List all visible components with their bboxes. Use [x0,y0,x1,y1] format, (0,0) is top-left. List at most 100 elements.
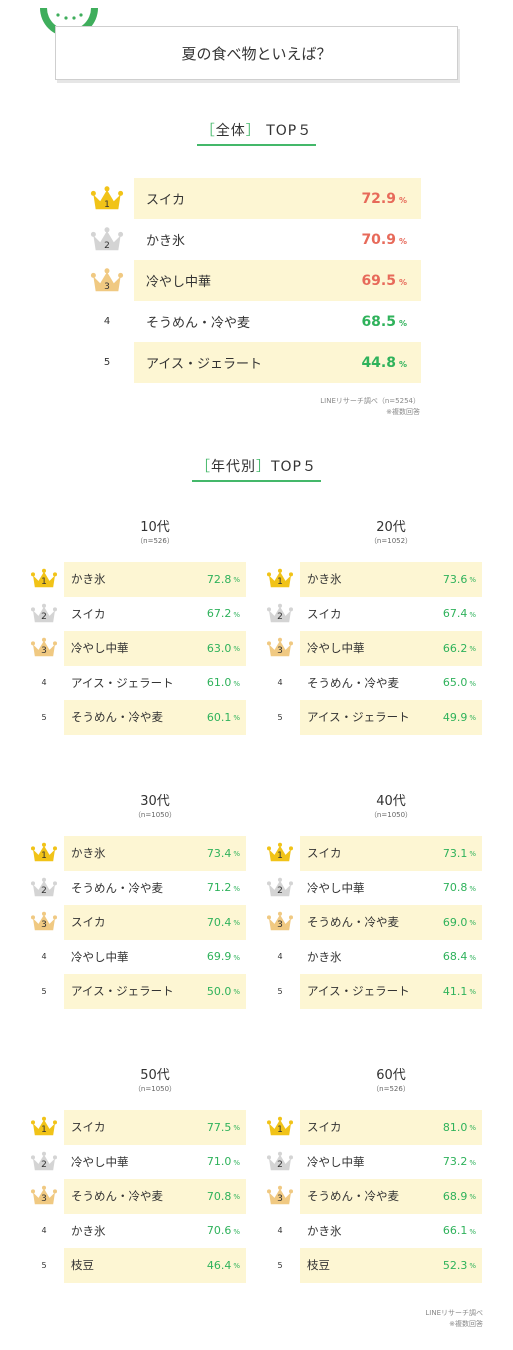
age-group-card: 40代 （n=1050） 1 スイカ 73.1% 2 冷やし中華 70.8% 3 そうめん・冷や麦… [262,790,482,1009]
rank-number: 1 [41,851,47,862]
rank-cell: 1 [262,836,298,871]
rank-number: 4 [103,316,111,327]
rank-cell: 3 [26,631,62,666]
item-percent: 41.1% [442,984,476,998]
rank-number: 2 [277,1159,283,1170]
ranking-row: 4 かき氷 66.1% [262,1214,482,1249]
ranking-row: 4 そうめん・冷や麦 65.0% [262,666,482,701]
ranking-row: 5 アイス・ジェラート 41.1% [262,974,482,1009]
rank-cell: 5 [26,974,62,1009]
rank-cell: 3 [262,1179,298,1214]
rank-cell: 1 [262,1110,298,1145]
item-percent: 70.8% [442,881,476,895]
item-cell: 冷やし中華 71.0% [64,1145,246,1180]
rank-number: 4 [277,952,283,962]
age-group-sample: （n=526） [136,537,174,545]
age-group-title: 30代 [140,794,170,809]
age-group-card: 30代 （n=1050） 1 かき氷 73.4% 2 そうめん・冷や麦 71.2% 3 スイカ 70… [26,790,246,1009]
ranking-row: 1 スイカ 73.1% [262,836,482,871]
item-name: そうめん・冷や麦 [307,1189,399,1204]
gold-crown-icon: 1 [30,568,58,590]
item-name: かき氷 [307,1223,342,1238]
rank-cell: 5 [26,700,62,735]
item-cell: スイカ 77.5% [64,1110,246,1145]
overall-ranking: 1 スイカ 72.9% 2 かき氷 70.9% 3 冷やし中華 69.5% 4 そうめん・冷や麦 68… [82,178,422,383]
silver-crown-icon: 2 [30,877,58,899]
item-percent: 46.4% [206,1258,240,1272]
item-cell: アイス・ジェラート 50.0% [64,974,246,1009]
ranking-row: 5 そうめん・冷や麦 60.1% [26,700,246,735]
item-name: スイカ [71,1120,106,1135]
item-cell: スイカ 81.0% [300,1110,482,1145]
item-percent: 60.1% [206,710,240,724]
gold-crown-icon: 1 [266,842,294,864]
rank-number: 3 [277,646,283,657]
item-percent: 68.5% [361,313,407,330]
ranking-row: 3 冷やし中華 63.0% [26,631,246,666]
item-percent: 67.4% [442,607,476,621]
ranking-row: 2 スイカ 67.4% [262,597,482,632]
item-cell: そうめん・冷や麦 68.5% [134,301,421,342]
item-percent: 63.0% [206,641,240,655]
age-group-sample: （n=1050） [133,811,177,819]
bronze-crown-icon: 3 [266,637,294,659]
item-cell: そうめん・冷や麦 71.2% [64,871,246,906]
item-percent: 73.1% [442,846,476,860]
item-cell: かき氷 73.4% [64,836,246,871]
ranking-row: 4 かき氷 68.4% [262,940,482,975]
item-name: そうめん・冷や麦 [307,915,399,930]
item-percent: 68.9% [442,1189,476,1203]
item-cell: スイカ 72.9% [134,178,421,219]
rank-number: 1 [41,1125,47,1136]
item-cell: 冷やし中華 69.9% [64,940,246,975]
rank-cell: 4 [262,666,298,701]
item-name: スイカ [307,1120,342,1135]
age-group-sample: （n=1052） [369,537,413,545]
ranking-row: 1 スイカ 72.9% [82,178,422,219]
gold-crown-icon: 1 [266,568,294,590]
item-name: スイカ [307,846,342,861]
item-cell: かき氷 70.6% [64,1214,246,1249]
ranking-row: 2 冷やし中華 70.8% [262,871,482,906]
rank-cell: 3 [262,905,298,940]
item-cell: 枝豆 46.4% [64,1248,246,1283]
rank-number: 3 [104,281,110,292]
age-group-title: 10代 [140,520,170,535]
age-group-sample: （n=1050） [133,1085,177,1093]
item-percent: 71.2% [206,881,240,895]
item-percent: 70.6% [206,1224,240,1238]
item-percent: 73.4% [206,846,240,860]
item-percent: 69.5% [361,272,407,289]
gold-crown-icon: 1 [90,185,124,213]
item-name: かき氷 [307,949,342,964]
age-group-title: 60代 [376,1068,406,1083]
rank-cell: 1 [26,562,62,597]
item-cell: 冷やし中華 66.2% [300,631,482,666]
ranking-row: 2 そうめん・冷や麦 71.2% [26,871,246,906]
item-name: 冷やし中華 [307,1154,365,1169]
rank-cell: 2 [26,871,62,906]
rank-number: 2 [277,885,283,896]
age-source-note: LINEリサーチ調べ ※複数回答 [425,1309,483,1328]
item-percent: 69.0% [442,915,476,929]
rank-number: 5 [277,1260,283,1270]
item-name: かき氷 [307,572,342,587]
ranking-row: 5 アイス・ジェラート 49.9% [262,700,482,735]
age-group-title: 20代 [376,520,406,535]
age-group-card: 20代 （n=1052） 1 かき氷 73.6% 2 スイカ 67.4% 3 冷やし中華 66.2%… [262,516,482,735]
item-cell: 枝豆 52.3% [300,1248,482,1283]
item-percent: 72.9% [361,190,407,207]
item-name: アイス・ジェラート [146,357,262,372]
rank-number: 5 [41,1260,47,1270]
rank-cell: 5 [262,974,298,1009]
item-cell: 冷やし中華 69.5% [134,260,421,301]
rank-number: 3 [41,920,47,931]
item-name: スイカ [307,606,342,621]
item-cell: 冷やし中華 63.0% [64,631,246,666]
ranking-row: 2 冷やし中華 73.2% [262,1145,482,1180]
rank-cell: 1 [82,178,132,219]
item-name: アイス・ジェラート [71,675,174,690]
rank-number: 4 [277,1226,283,1236]
item-name: 冷やし中華 [71,1154,129,1169]
item-name: 枝豆 [307,1258,330,1273]
